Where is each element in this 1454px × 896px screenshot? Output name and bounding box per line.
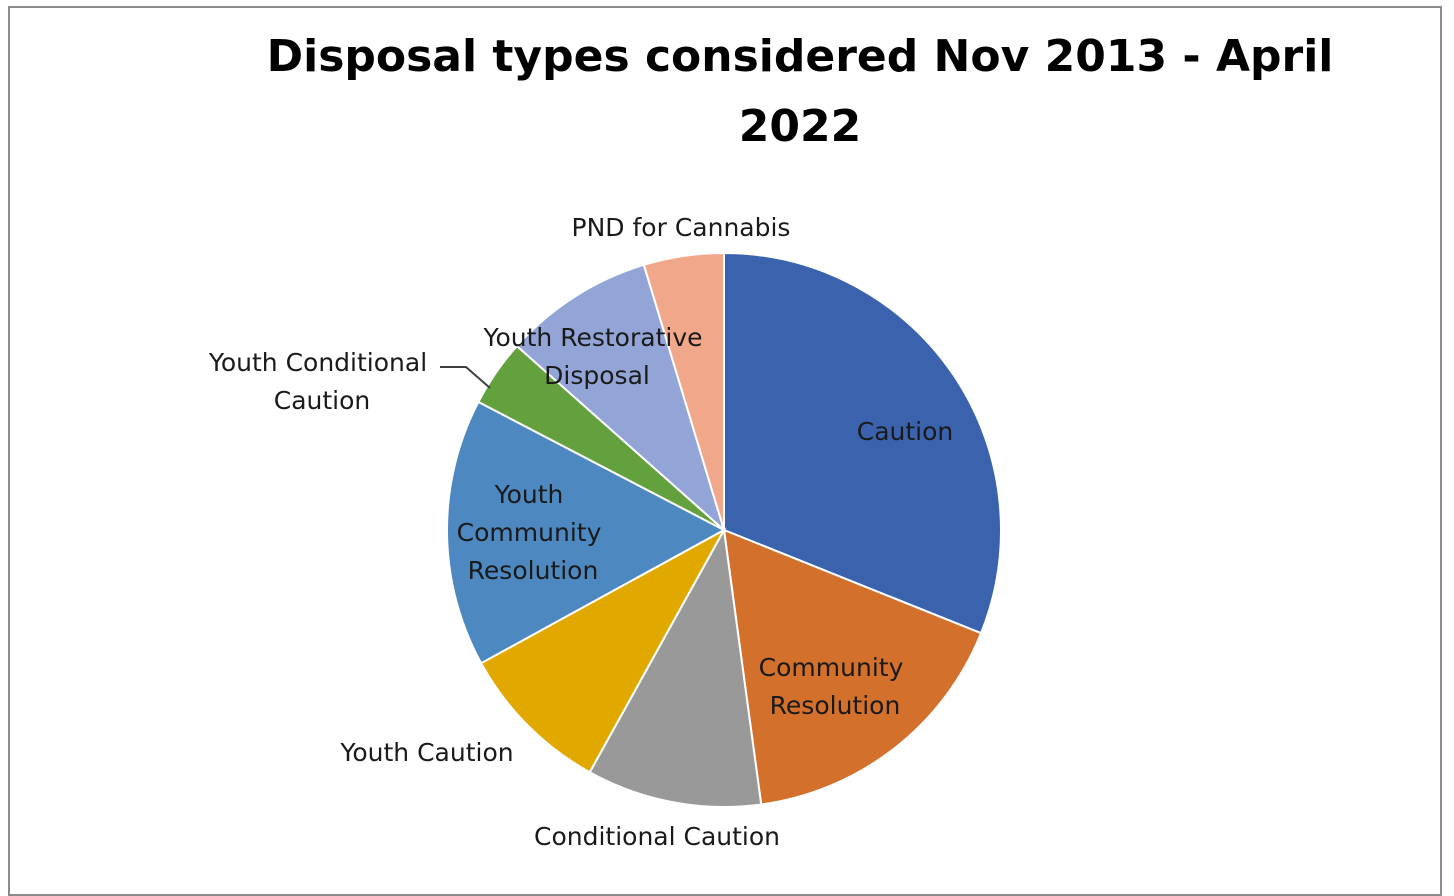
pie-slice-conditional-caution [588,526,763,808]
slice-label-youth-conditional-caution: Youth Conditional Caution [208,348,435,415]
pie-slice-youth-community-resolution [446,400,727,665]
label-line: Caution [274,386,371,415]
slice-label-community-resolution: Community Resolution [759,653,912,720]
slice-label-youth-caution: Youth Caution [339,738,513,767]
pie-slice-caution [723,251,1002,635]
pie-slices [446,251,1002,808]
slice-label-youth-restorative-disposal: Youth Restorative Disposal [483,323,711,390]
label-line: Youth [494,480,564,509]
label-line: Youth Conditional [208,348,427,377]
slice-label-conditional-caution: Conditional Caution [534,822,780,851]
pie-slice-pnd-for-cannabis [642,251,725,531]
pie-slice-youth-caution [479,527,727,774]
label-line: Youth Caution [339,738,513,767]
slice-label-youth-community-resolution: Youth Community Resolution [457,480,610,585]
pie-slice-youth-restorative-disposal [515,263,726,534]
label-line: Disposal [544,361,650,390]
label-line: Community [759,653,904,682]
slice-label-pnd-for-cannabis: PND for Cannabis [572,213,791,242]
pie-slice-community-resolution [722,528,983,806]
label-line: Resolution [468,556,599,585]
label-line: Youth Restorative [483,323,703,352]
label-line: Community [457,518,602,547]
label-line: Caution [857,417,954,446]
chart-title: Disposal types considered Nov 2013 - Apr… [266,31,1334,152]
label-line: Conditional Caution [534,822,780,851]
leader-line-youth-conditional-caution [440,366,491,389]
label-line: PND for Cannabis [572,213,791,242]
slice-label-caution: Caution [857,417,954,446]
label-line: Resolution [770,691,901,720]
